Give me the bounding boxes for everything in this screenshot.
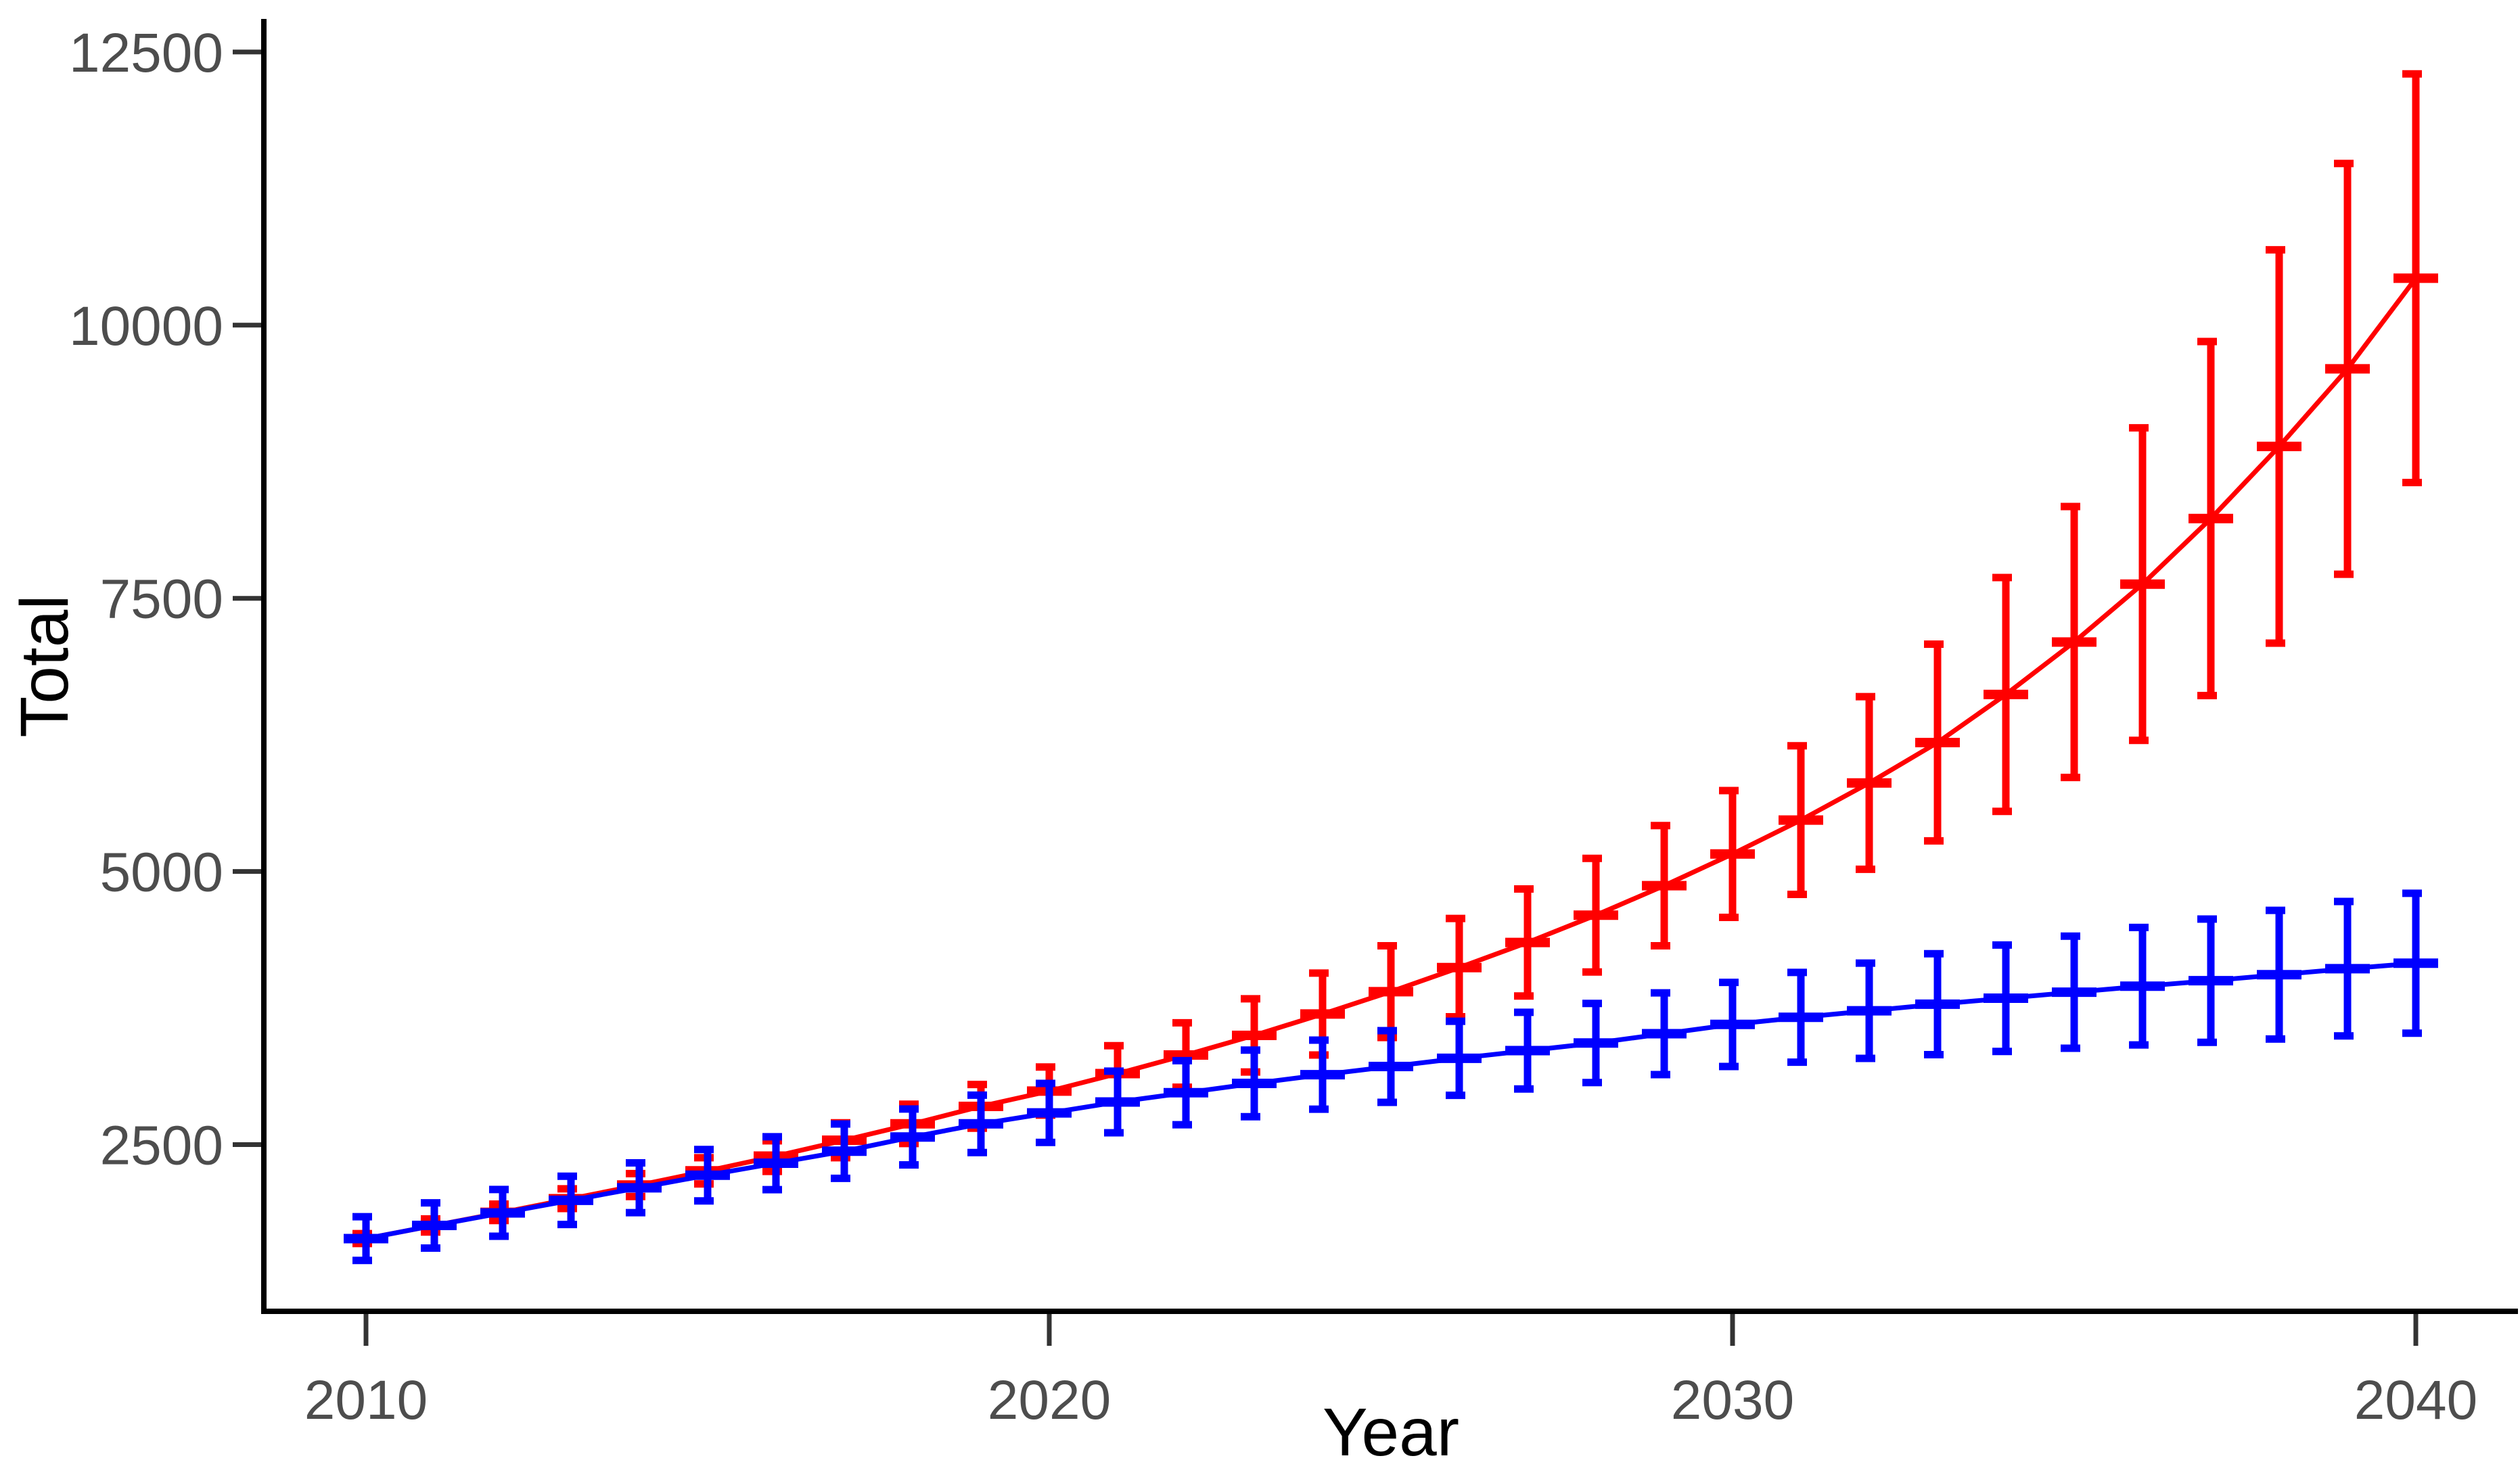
x-axis-title: Year xyxy=(1323,1394,1459,1470)
y-axis-title: Total xyxy=(7,594,83,737)
y-tick-label: 10000 xyxy=(69,296,223,357)
x-tick-label: 2020 xyxy=(988,1369,1111,1431)
y-tick-label: 2500 xyxy=(100,1115,223,1177)
y-tick-label: 7500 xyxy=(100,569,223,630)
x-tick-label: 2010 xyxy=(304,1369,428,1431)
x-tick-label: 2040 xyxy=(2354,1369,2477,1431)
y-tick-label: 5000 xyxy=(100,842,223,904)
x-tick-label: 2030 xyxy=(1671,1369,1794,1431)
y-tick-label: 12500 xyxy=(69,22,223,84)
